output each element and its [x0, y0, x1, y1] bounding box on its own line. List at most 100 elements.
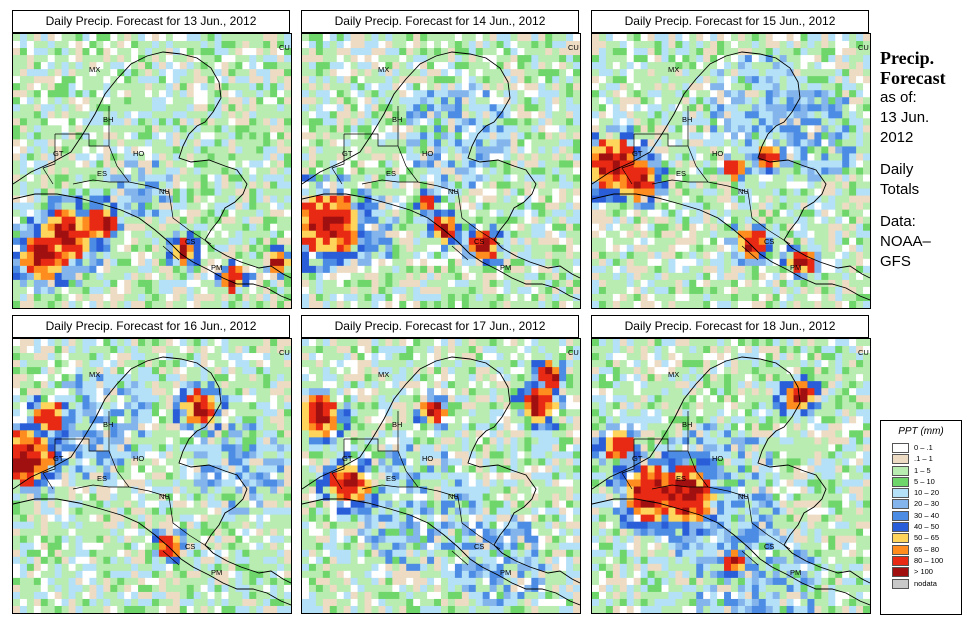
country-label-es: ES	[676, 169, 686, 178]
precip-cell	[503, 293, 511, 302]
precip-cell	[461, 265, 470, 274]
precip-cell	[592, 48, 600, 56]
precip-cell	[75, 34, 83, 42]
precip-cell	[249, 69, 257, 77]
precip-cell	[322, 160, 331, 168]
precip-cell	[61, 360, 69, 368]
precip-cell	[138, 223, 146, 232]
precip-cell	[703, 167, 711, 175]
precip-cell	[675, 272, 683, 281]
precip-cell	[717, 62, 725, 70]
precip-cell	[221, 34, 229, 42]
precip-cell	[675, 258, 683, 267]
precip-cell	[200, 167, 208, 175]
precip-cell	[524, 237, 532, 246]
precip-cell	[538, 125, 546, 133]
precip-cell	[447, 160, 456, 168]
precip-cell	[364, 174, 372, 182]
precip-cell	[145, 118, 153, 126]
precip-cell	[703, 55, 711, 63]
precip-cell	[545, 160, 553, 168]
precip-cell	[82, 237, 90, 246]
precip-cell	[61, 216, 69, 225]
precip-cell	[343, 55, 352, 63]
precip-cell	[710, 118, 718, 126]
precip-cell	[315, 146, 324, 154]
precip-cell	[19, 353, 28, 361]
precip-cell	[647, 181, 655, 189]
precip-cell	[842, 132, 850, 140]
precip-cell	[110, 195, 118, 204]
precip-cell	[765, 160, 774, 168]
precip-cell	[689, 230, 697, 239]
precip-cell	[647, 272, 655, 281]
precip-cell	[489, 251, 497, 260]
precip-cell	[75, 48, 83, 56]
precip-cell	[392, 41, 400, 49]
precip-cell	[200, 293, 208, 302]
precip-cell	[552, 202, 560, 211]
precip-cell	[214, 237, 222, 246]
precip-cell	[392, 188, 400, 196]
precip-cell	[89, 258, 97, 267]
precip-cell	[117, 286, 125, 295]
precip-cell	[552, 160, 560, 168]
precip-cell	[406, 195, 414, 204]
precip-cell	[454, 97, 463, 105]
precip-cell	[598, 167, 607, 175]
precip-cell	[284, 111, 291, 119]
precip-cell	[200, 265, 208, 274]
precip-cell	[786, 293, 794, 302]
precip-cell	[489, 97, 497, 105]
precip-cell	[214, 258, 222, 267]
precip-cell	[717, 48, 725, 56]
precip-cell	[573, 237, 580, 246]
precip-cell	[343, 216, 352, 225]
precip-cell	[413, 62, 421, 70]
precip-cell	[793, 118, 801, 126]
precip-cell	[357, 286, 365, 295]
precip-cell	[772, 181, 781, 189]
precip-cell	[758, 181, 767, 189]
precip-cell	[856, 300, 864, 308]
precip-cell	[40, 76, 49, 84]
precip-cell	[364, 167, 372, 175]
precip-cell	[172, 146, 181, 154]
precip-cell	[800, 146, 808, 154]
precip-cell	[765, 293, 774, 302]
precip-cell	[420, 223, 428, 232]
precip-cell	[503, 223, 511, 232]
precip-cell	[772, 258, 781, 267]
precip-cell	[605, 216, 614, 225]
precip-cell	[633, 146, 642, 154]
precip-cell	[786, 111, 794, 119]
precip-cell	[158, 181, 167, 189]
precip-cell	[124, 381, 132, 389]
precip-cell	[357, 209, 365, 218]
precip-cell	[385, 83, 393, 91]
precip-cell	[357, 111, 365, 119]
precip-cell	[235, 111, 243, 119]
precip-cell	[61, 48, 69, 56]
precip-cell	[737, 146, 746, 154]
precip-cell	[364, 160, 372, 168]
precip-cell	[482, 167, 491, 175]
precip-cell	[47, 367, 56, 375]
precip-cell	[689, 83, 697, 91]
precip-cell	[696, 97, 704, 105]
precip-cell	[849, 237, 857, 246]
precip-cell	[420, 90, 428, 98]
precip-cell	[849, 265, 857, 274]
precip-cell	[145, 132, 153, 140]
precip-cell	[61, 90, 69, 98]
precip-cell	[524, 160, 532, 168]
forecast-panel-1: Daily Precip. Forecast for 13 Jun., 2012…	[12, 10, 292, 309]
precip-cell	[172, 293, 181, 302]
precip-cell	[633, 34, 642, 42]
precip-cell	[842, 111, 850, 119]
precip-cell	[427, 181, 435, 189]
precip-cell	[447, 272, 456, 281]
precip-cell	[828, 160, 836, 168]
precip-cell	[682, 286, 690, 295]
precip-cell	[661, 202, 669, 211]
